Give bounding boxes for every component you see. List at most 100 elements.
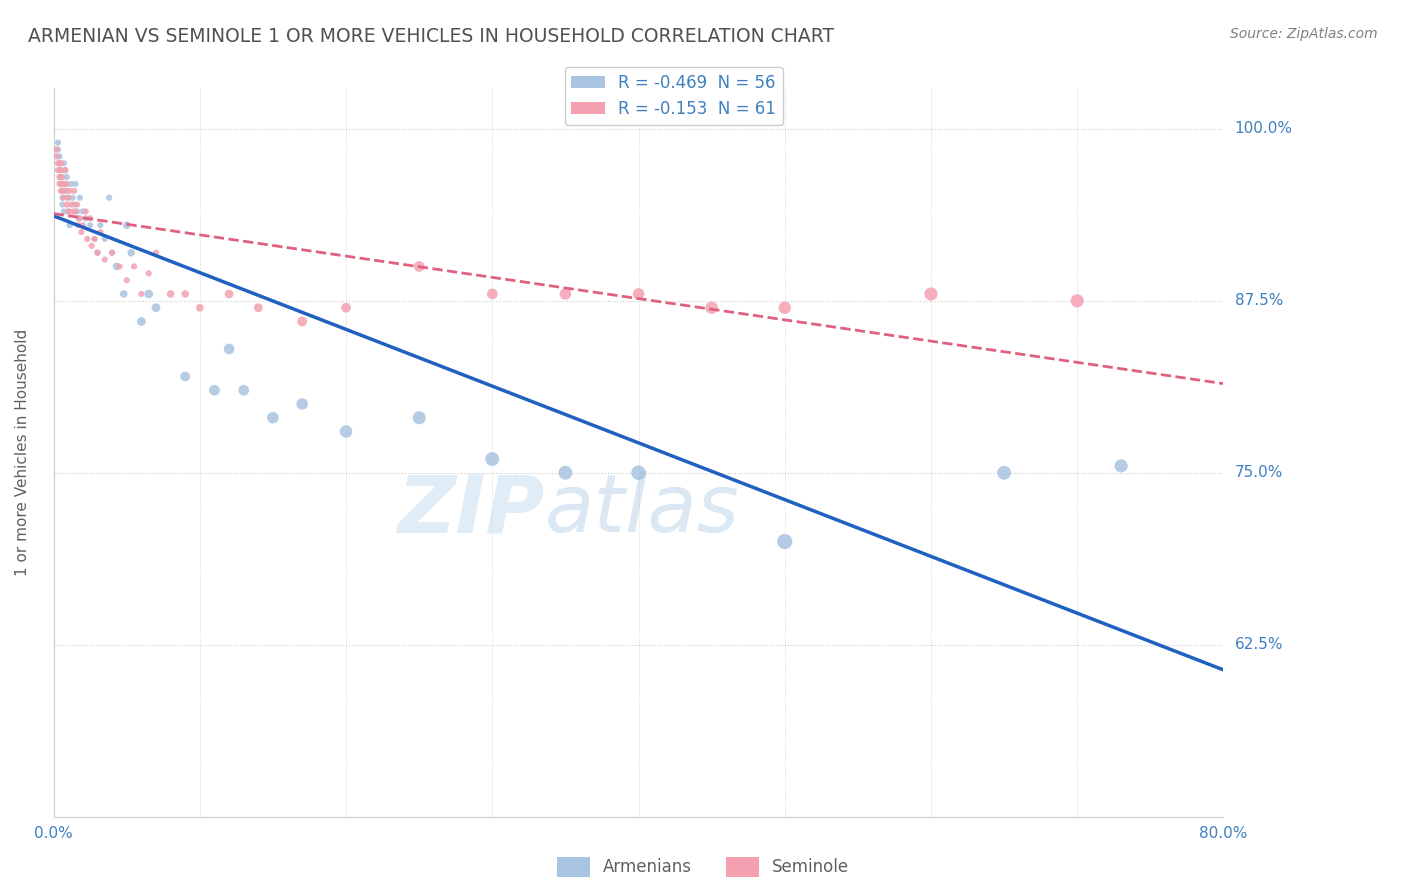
- Point: [46, 156, 69, 170]
- Point: [55, 197, 77, 211]
- Point: [52, 156, 75, 170]
- Point: [76, 232, 98, 246]
- Point: [53, 177, 76, 191]
- Point: [58, 204, 80, 219]
- Point: [101, 245, 124, 260]
- Point: [131, 314, 153, 328]
- Y-axis label: 1 or more Vehicles in Household: 1 or more Vehicles in Household: [15, 328, 30, 575]
- Text: ARMENIAN VS SEMINOLE 1 OR MORE VEHICLES IN HOUSEHOLD CORRELATION CHART: ARMENIAN VS SEMINOLE 1 OR MORE VEHICLES …: [28, 27, 834, 45]
- Point: [247, 301, 270, 315]
- Point: [72, 204, 94, 219]
- Point: [51, 169, 73, 184]
- Point: [48, 156, 70, 170]
- Point: [72, 218, 94, 232]
- Point: [49, 163, 72, 178]
- Point: [89, 225, 111, 239]
- Point: [122, 260, 145, 274]
- Point: [79, 218, 101, 232]
- Point: [48, 156, 70, 170]
- Point: [627, 466, 650, 480]
- Point: [773, 301, 796, 315]
- Point: [55, 177, 77, 191]
- Point: [101, 245, 124, 260]
- Point: [79, 211, 101, 226]
- Point: [51, 184, 73, 198]
- Point: [51, 177, 73, 191]
- Point: [108, 260, 131, 274]
- Point: [131, 287, 153, 301]
- Point: [65, 204, 87, 219]
- Point: [48, 149, 70, 163]
- Point: [145, 301, 167, 315]
- Point: [481, 287, 503, 301]
- Point: [62, 204, 84, 219]
- Point: [83, 232, 105, 246]
- Point: [94, 232, 117, 246]
- Text: ZIP: ZIP: [398, 472, 546, 549]
- Point: [63, 197, 86, 211]
- Point: [159, 287, 181, 301]
- Point: [554, 287, 576, 301]
- Point: [335, 301, 357, 315]
- Point: [83, 232, 105, 246]
- Point: [105, 260, 128, 274]
- Point: [55, 184, 77, 198]
- Point: [145, 245, 167, 260]
- Point: [67, 211, 90, 226]
- Point: [49, 169, 72, 184]
- Text: 75.0%: 75.0%: [1234, 466, 1282, 480]
- Point: [1109, 458, 1132, 473]
- Point: [53, 163, 76, 178]
- Point: [45, 149, 67, 163]
- Point: [408, 260, 430, 274]
- Point: [174, 369, 197, 384]
- Point: [700, 301, 723, 315]
- Point: [335, 425, 357, 439]
- Point: [112, 287, 135, 301]
- Point: [53, 184, 76, 198]
- Point: [554, 466, 576, 480]
- Point: [55, 169, 77, 184]
- Point: [291, 397, 314, 411]
- Point: [60, 177, 83, 191]
- Point: [58, 191, 80, 205]
- Point: [69, 191, 91, 205]
- Point: [993, 466, 1015, 480]
- Point: [52, 177, 75, 191]
- Point: [262, 410, 284, 425]
- Point: [59, 184, 82, 198]
- Point: [53, 163, 76, 178]
- Text: 62.5%: 62.5%: [1234, 637, 1284, 652]
- Point: [75, 211, 97, 226]
- Point: [52, 204, 75, 219]
- Legend: R = -0.469  N = 56, R = -0.153  N = 61: R = -0.469 N = 56, R = -0.153 N = 61: [565, 67, 783, 125]
- Point: [188, 301, 211, 315]
- Point: [70, 225, 93, 239]
- Point: [89, 218, 111, 232]
- Point: [174, 287, 197, 301]
- Point: [59, 218, 82, 232]
- Text: 87.5%: 87.5%: [1234, 293, 1282, 309]
- Text: 100.0%: 100.0%: [1234, 121, 1292, 136]
- Point: [51, 184, 73, 198]
- Point: [773, 534, 796, 549]
- Point: [232, 383, 254, 397]
- Point: [58, 191, 80, 205]
- Point: [66, 204, 89, 219]
- Point: [49, 177, 72, 191]
- Point: [218, 342, 240, 356]
- Point: [46, 163, 69, 178]
- Point: [481, 452, 503, 467]
- Point: [69, 211, 91, 226]
- Point: [408, 410, 430, 425]
- Point: [51, 197, 73, 211]
- Point: [66, 197, 89, 211]
- Point: [49, 184, 72, 198]
- Point: [45, 143, 67, 157]
- Point: [138, 266, 160, 280]
- Point: [115, 218, 138, 232]
- Point: [1066, 293, 1088, 308]
- Point: [80, 239, 103, 253]
- Point: [48, 177, 70, 191]
- Point: [51, 191, 73, 205]
